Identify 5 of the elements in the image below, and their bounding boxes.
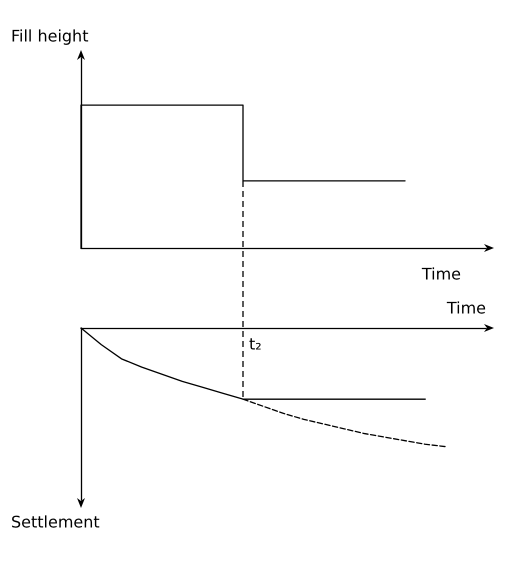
x-axis-title: Time [420, 264, 461, 284]
y-axis-title: Fill height [11, 26, 88, 46]
y-axis-title: Settlement [11, 512, 100, 532]
x-axis-title: Time [446, 298, 486, 318]
annotation: t₂ [249, 334, 262, 354]
